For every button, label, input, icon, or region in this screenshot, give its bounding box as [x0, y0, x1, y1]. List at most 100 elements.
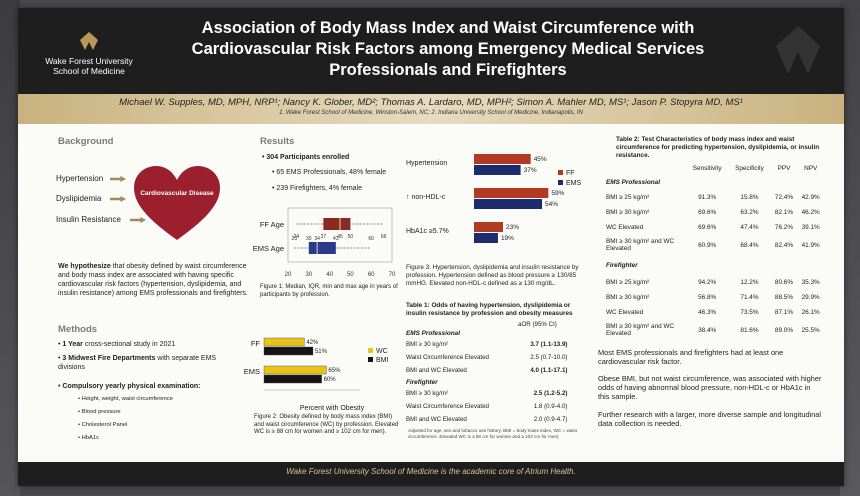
value-label: 45 — [337, 234, 343, 240]
author-band — [18, 94, 844, 124]
wall-left — [0, 0, 20, 496]
legend-swatch — [558, 170, 563, 175]
table1-ems: BMI ≥ 30 kg/m² 3.7 (1.1-13.9) Waist Circum… — [406, 338, 586, 377]
row-value: 46.2% — [801, 209, 820, 216]
row-value: 15.8% — [740, 194, 759, 201]
table-row: BMI and WC Elevated 2.0 (0.9-4.7) — [406, 413, 586, 426]
table-row: BMI ≥ 30 kg/m² 2.5 (1.2-5.2) — [406, 387, 586, 400]
value-label: 60 — [368, 236, 374, 242]
legend-label: BMI — [376, 357, 389, 364]
row-label: Waist Circumference Elevated — [406, 403, 489, 410]
row-value: 88.5% — [774, 294, 794, 301]
table-row: BMI and WC Elevated 4.0 (1.1-17.1) — [406, 364, 586, 377]
row-label: BMI ≥ 30 kg/m² — [606, 294, 650, 301]
affiliations: 1. Wake Forest School of Medicine, Winst… — [279, 110, 583, 116]
bar-value-label: 59% — [551, 190, 564, 197]
wall-right — [840, 0, 860, 496]
conclusion-p2: Obese BMI, but not waist circumference, … — [598, 374, 822, 401]
row-label: BMI ≥ 30 kg/m² — [406, 390, 448, 397]
category-label: FF — [251, 339, 261, 348]
box-upper — [340, 218, 351, 230]
watermark-shield-icon — [768, 22, 828, 89]
results-enrolled-text: 304 Participants enrolled — [266, 154, 350, 161]
row-label: BMI ≥ 30 kg/m² — [606, 209, 650, 216]
hypothesis: We hypothesize that obesity defined by w… — [58, 262, 254, 298]
bar-value-label: 37% — [524, 167, 537, 174]
value-label: 24 — [294, 234, 300, 240]
row-label: WC Elevated — [606, 309, 644, 316]
value-label: 30 — [306, 236, 312, 242]
arrow-icon — [130, 217, 146, 223]
heart-label: Cardiovascular Disease — [140, 190, 214, 197]
row-value: 73.5% — [740, 309, 759, 316]
row-label: BMI ≥ 25 kg/m² — [606, 194, 650, 201]
row-value: 2.5 (1.2-5.2) — [533, 390, 568, 397]
bar-bmi — [263, 346, 314, 356]
background-heading: Background — [58, 136, 114, 147]
figure3-caption: Figure 3: Hypertension, dyslipidemia and… — [406, 264, 579, 287]
university-logo: Wake Forest University School of Medicin… — [30, 30, 148, 76]
figure3-barchart: Hypertension 45% 37% ↑ non-HDL-c 59% 54% HbA1c… — [406, 154, 582, 243]
legend-label: FF — [566, 170, 575, 177]
logo-line2: School of Medicine — [53, 66, 125, 76]
row-value: 3.7 (1.1-13.9) — [530, 341, 568, 348]
column-header: Specificity — [735, 164, 764, 172]
table-row: BMI ≥ 30 kg/m² 69.6% 63.2% 82.1% 46.2% — [606, 205, 824, 220]
category-label: HbA1c ≥5.7% — [406, 228, 449, 235]
row-value: 29.9% — [801, 294, 820, 301]
value-label: 37 — [321, 234, 327, 240]
methods-item-lead: 1 Year — [62, 341, 83, 348]
methods-subitem-text: Cholesterol Panel — [81, 422, 128, 428]
legend-label: WC — [376, 348, 388, 355]
row-value: 39.1% — [801, 224, 820, 231]
row-value: 12.2% — [740, 279, 759, 286]
table2-title: Table 2: Test Characteristics of body ma… — [616, 136, 820, 159]
row-value: 91.3% — [698, 194, 717, 201]
methods-item-lead: 3 Midwest Fire Departments — [62, 355, 156, 362]
row-label: Waist Circumference Elevated — [406, 354, 489, 361]
bar-value-label: 60% — [324, 377, 337, 383]
legend-label: EMS — [566, 180, 582, 187]
table-row: WC Elevated 69.6% 47.4% 76.2% 39.1% — [606, 220, 824, 235]
results-ff-text: 239 Firefighters, 4% female — [276, 185, 363, 192]
tick-label: 60 — [368, 272, 375, 278]
bar-bmi — [263, 374, 322, 384]
methods-item: • 3 Midwest Fire Departments with separa… — [58, 355, 217, 371]
bar-value-label: 65% — [328, 368, 341, 374]
conclusion-p1: Most EMS professionals and firefighters … — [598, 348, 784, 366]
row-value: 41.9% — [801, 241, 820, 249]
methods-subitem: • Blood pressure — [78, 409, 121, 415]
value-label: 43 — [333, 236, 339, 242]
row-value: 4.0 (1.1-17.1) — [530, 367, 568, 374]
row-label: BMI ≥ 30 kg/m² and WC Elevated — [606, 323, 675, 337]
row-value: 82.1% — [774, 209, 794, 216]
row-value: 1.8 (0.9-4.0) — [533, 403, 568, 410]
logo-line1: Wake Forest University — [45, 56, 133, 66]
row-value: 69.6% — [698, 224, 717, 231]
category-label: EMS — [244, 367, 260, 376]
tick-label: 30 — [305, 272, 312, 278]
table2: Sensitivity Specificity PPV NPV EMS Professi… — [606, 162, 824, 340]
results-ff: • 239 Firefighters, 4% female — [272, 185, 363, 192]
row-value: 68.4% — [740, 241, 759, 249]
methods-item-text: cross-sectional study in 2021 — [84, 341, 176, 348]
bar-ff — [474, 222, 503, 232]
row-value: 89.0% — [774, 326, 794, 334]
plot-frame — [287, 207, 393, 263]
methods-subitem: • HbA1c — [78, 435, 100, 441]
hypothesis-lead: We hypothesize — [58, 263, 111, 270]
table-row: BMI ≥ 25 kg/m² 94.2% 12.2% 80.6% 35.3% — [606, 275, 824, 290]
footer-text: Wake Forest University School of Medicin… — [286, 467, 576, 476]
row-value: 71.4% — [740, 294, 759, 301]
bar-value-label: 54% — [545, 201, 558, 208]
section-header: Firefighter — [606, 261, 638, 269]
value-label: 66 — [381, 234, 387, 240]
row-value: 87.1% — [774, 309, 794, 316]
methods-subitem-text: Height, weight, waist circumference — [81, 396, 173, 402]
arrow-icon — [110, 176, 126, 182]
legend-swatch — [558, 180, 563, 185]
row-value: 63.2% — [740, 209, 759, 216]
category-label: Hypertension — [406, 160, 447, 167]
bar-ems — [474, 165, 521, 175]
